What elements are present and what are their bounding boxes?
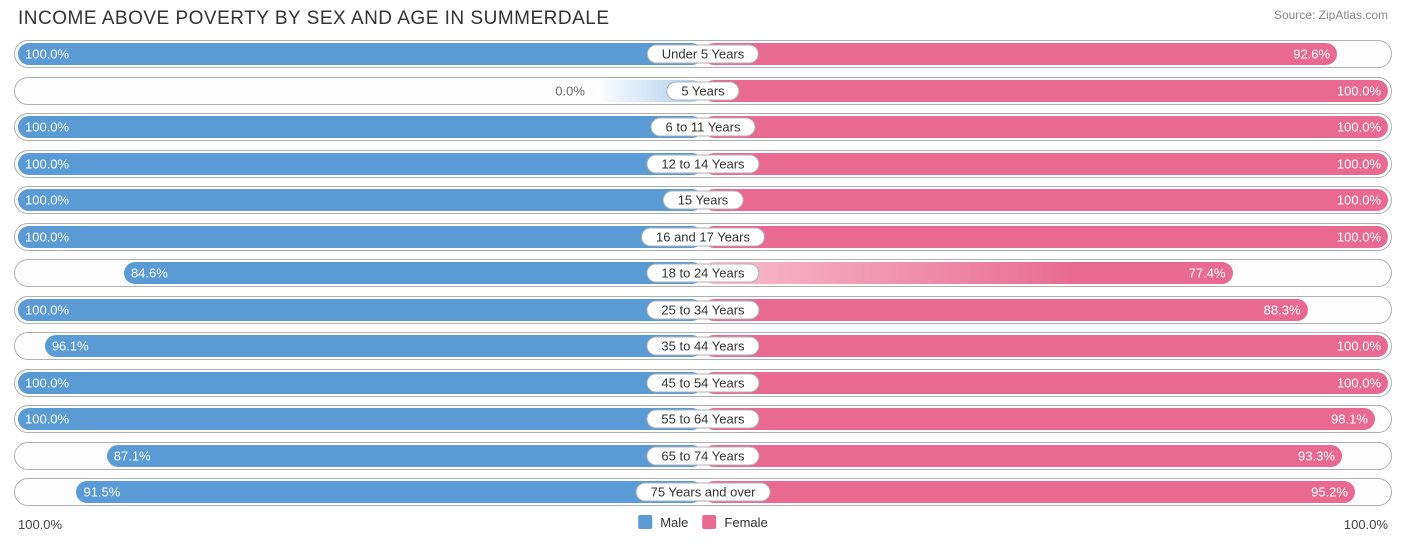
chart-row: 100.0% 100.0% 12 to 14 Years: [14, 150, 1392, 178]
chart-row: 100.0% 92.6% Under 5 Years: [14, 40, 1392, 68]
bar-male: [18, 116, 703, 138]
value-label-male: 87.1%: [114, 448, 151, 463]
value-label-male: 100.0%: [25, 302, 69, 317]
value-label-male: 100.0%: [25, 375, 69, 390]
value-label-male: 100.0%: [25, 229, 69, 244]
value-label-female: 100.0%: [1337, 375, 1381, 390]
chart-row: 96.1% 100.0% 35 to 44 Years: [14, 332, 1392, 360]
chart-row: 0.0% 100.0% 5 Years: [14, 77, 1392, 105]
chart-footer: 100.0% Male Female 100.0%: [0, 515, 1406, 555]
bar-female: [703, 189, 1388, 211]
bar-female: [703, 335, 1388, 357]
bar-male: [18, 408, 703, 430]
bar-female: [703, 80, 1388, 102]
legend: Male Female: [638, 515, 768, 530]
value-label-male: 0.0%: [555, 83, 585, 98]
value-label-male: 100.0%: [25, 156, 69, 171]
chart-row: 100.0% 100.0% 6 to 11 Years: [14, 113, 1392, 141]
legend-item-male: Male: [638, 515, 688, 530]
category-label: Under 5 Years: [647, 45, 759, 64]
chart-title: INCOME ABOVE POVERTY BY SEX AND AGE IN S…: [18, 8, 610, 30]
bar-male: [18, 189, 703, 211]
axis-label-right: 100.0%: [1344, 517, 1388, 532]
chart-area: 100.0% 92.6% Under 5 Years 0.0% 100.0% 5 Year…: [0, 36, 1406, 506]
bar-female: [703, 372, 1388, 394]
bar-female: [703, 408, 1375, 430]
value-label-male: 100.0%: [25, 120, 69, 135]
axis-label-left: 100.0%: [18, 517, 62, 532]
source-attribution: Source: ZipAtlas.com: [1274, 8, 1388, 22]
value-label-male: 96.1%: [52, 339, 89, 354]
bar-female: [703, 226, 1388, 248]
value-label-female: 95.2%: [1311, 485, 1348, 500]
bar-female: [703, 116, 1388, 138]
value-label-female: 92.6%: [1293, 47, 1330, 62]
bar-male: [45, 335, 703, 357]
category-label: 6 to 11 Years: [651, 118, 756, 137]
value-label-female: 100.0%: [1337, 156, 1381, 171]
bar-male: [18, 153, 703, 175]
bar-male: [18, 43, 703, 65]
chart-row: 100.0% 98.1% 55 to 64 Years: [14, 405, 1392, 433]
category-label: 12 to 14 Years: [646, 154, 759, 173]
value-label-male: 91.5%: [83, 485, 120, 500]
value-label-female: 100.0%: [1337, 120, 1381, 135]
chart-row: 84.6% 77.4% 18 to 24 Years: [14, 259, 1392, 287]
value-label-female: 100.0%: [1337, 193, 1381, 208]
chart-row: 100.0% 100.0% 16 and 17 Years: [14, 223, 1392, 251]
category-label: 18 to 24 Years: [646, 264, 759, 283]
chart-row: 100.0% 100.0% 45 to 54 Years: [14, 369, 1392, 397]
bar-female: [703, 481, 1355, 503]
value-label-female: 100.0%: [1337, 339, 1381, 354]
value-label-female: 100.0%: [1337, 83, 1381, 98]
value-label-male: 100.0%: [25, 47, 69, 62]
bar-male: [18, 299, 703, 321]
category-label: 5 Years: [666, 81, 739, 100]
chart-row: 100.0% 88.3% 25 to 34 Years: [14, 296, 1392, 324]
category-label: 35 to 44 Years: [646, 337, 759, 356]
value-label-female: 98.1%: [1331, 412, 1368, 427]
bar-male: [18, 372, 703, 394]
bar-female: [703, 299, 1308, 321]
bar-male: [107, 445, 703, 467]
swatch-female: [702, 515, 716, 529]
bar-female: [703, 445, 1342, 467]
value-label-male: 100.0%: [25, 412, 69, 427]
bar-male: [18, 226, 703, 248]
bar-male: [124, 262, 703, 284]
value-label-male: 100.0%: [25, 193, 69, 208]
value-label-female: 77.4%: [1189, 266, 1226, 281]
category-label: 16 and 17 Years: [641, 227, 765, 246]
value-label-male: 84.6%: [131, 266, 168, 281]
legend-label-male: Male: [660, 515, 688, 530]
bar-male: [76, 481, 703, 503]
bar-female: [703, 43, 1337, 65]
category-label: 45 to 54 Years: [646, 373, 759, 392]
category-label: 15 Years: [663, 191, 744, 210]
legend-label-female: Female: [724, 515, 767, 530]
bar-female: [703, 153, 1388, 175]
value-label-female: 88.3%: [1264, 302, 1301, 317]
chart-row: 100.0% 100.0% 15 Years: [14, 186, 1392, 214]
chart-row: 87.1% 93.3% 65 to 74 Years: [14, 442, 1392, 470]
legend-item-female: Female: [702, 515, 767, 530]
value-label-female: 93.3%: [1298, 448, 1335, 463]
category-label: 25 to 34 Years: [646, 300, 759, 319]
bar-female: [703, 262, 1233, 284]
category-label: 65 to 74 Years: [646, 446, 759, 465]
chart-row: 91.5% 95.2% 75 Years and over: [14, 478, 1392, 506]
value-label-female: 100.0%: [1337, 229, 1381, 244]
category-label: 55 to 64 Years: [646, 410, 759, 429]
category-label: 75 Years and over: [636, 483, 771, 502]
swatch-male: [638, 515, 652, 529]
